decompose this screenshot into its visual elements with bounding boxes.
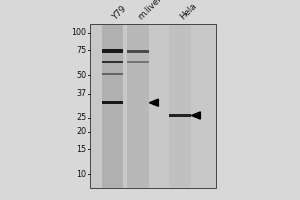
Text: 10: 10	[76, 170, 86, 179]
Text: 15: 15	[76, 145, 86, 154]
Bar	[102, 49, 123, 53]
Bar	[102, 61, 123, 63]
Text: 20: 20	[76, 127, 86, 136]
Bar	[90, 24, 216, 188]
Text: Y79: Y79	[111, 3, 129, 21]
Bar	[127, 61, 149, 63]
Text: 37: 37	[76, 89, 86, 98]
Text: 25: 25	[76, 113, 86, 122]
Bar	[102, 24, 123, 188]
Bar	[102, 101, 123, 104]
Text: Hela: Hela	[178, 1, 199, 21]
Text: 75: 75	[76, 46, 86, 55]
Polygon shape	[191, 112, 200, 119]
Bar	[90, 24, 216, 188]
Bar	[127, 24, 149, 188]
Bar	[127, 50, 149, 53]
Text: 50: 50	[76, 71, 86, 80]
Bar	[169, 24, 191, 188]
Text: 100: 100	[71, 28, 86, 37]
Text: m.liver: m.liver	[136, 0, 164, 21]
Polygon shape	[149, 99, 158, 106]
Bar	[169, 114, 191, 117]
Bar	[102, 73, 123, 75]
